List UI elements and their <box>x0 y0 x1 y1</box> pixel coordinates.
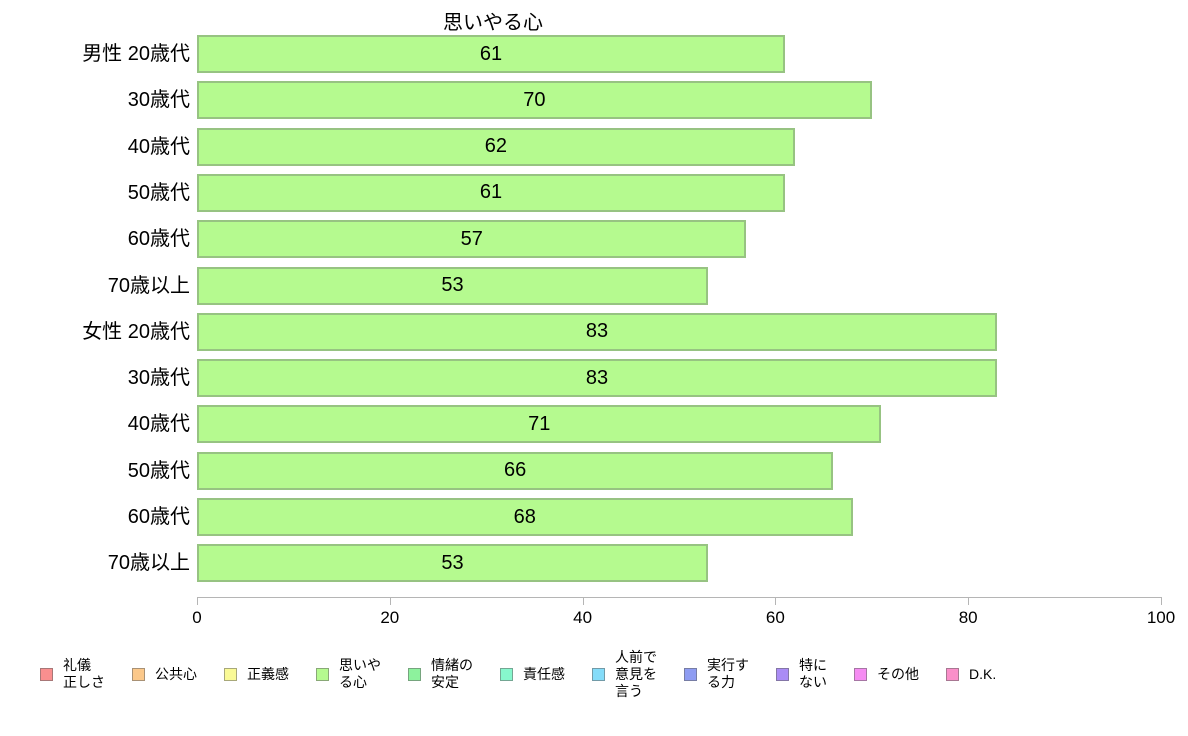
bar-value-label: 83 <box>585 320 609 343</box>
bar: 53 <box>197 544 708 583</box>
legend-item: 特に ない <box>776 657 827 691</box>
legend-label: 正義感 <box>247 665 289 682</box>
bar-value-label: 61 <box>479 42 503 65</box>
legend-swatch-icon <box>500 667 513 681</box>
legend-swatch-icon <box>776 667 789 681</box>
y-axis-label: 男性 20歳代 <box>82 43 190 65</box>
x-axis-tick-label: 60 <box>765 608 785 627</box>
x-axis-tick <box>775 597 777 605</box>
bar: 61 <box>197 35 786 73</box>
chart-title: 思いやる心 <box>443 12 543 34</box>
legend-label: 公共心 <box>155 665 197 682</box>
legend-item: 実行す る力 <box>684 657 749 691</box>
legend-label: 特に ない <box>799 657 827 690</box>
legend-label: 礼儀 正しさ <box>63 657 105 690</box>
y-axis-label: 女性 20歳代 <box>82 320 190 343</box>
bar-value-label: 71 <box>528 412 551 435</box>
legend-item: 情緒の 安定 <box>408 657 473 691</box>
bar: 70 <box>197 81 872 120</box>
x-axis-tick <box>389 597 391 605</box>
x-axis-tick <box>968 597 970 605</box>
legend-label: 思いや る心 <box>339 657 381 690</box>
x-axis-tick-label: 100 <box>1146 608 1176 627</box>
x-axis-tick <box>582 597 584 605</box>
legend-label: その他 <box>877 665 919 682</box>
legend-label: 責任感 <box>523 665 565 682</box>
y-axis-label: 50歳代 <box>127 459 190 482</box>
legend-swatch-icon <box>854 667 867 681</box>
legend-swatch-icon <box>592 667 605 681</box>
x-axis-tick <box>197 597 198 605</box>
y-axis-label: 40歳代 <box>127 413 190 436</box>
legend-swatch-icon <box>224 667 237 681</box>
x-axis-tick-label: 40 <box>573 608 593 627</box>
bar: 68 <box>197 498 853 536</box>
legend-swatch-icon <box>316 667 329 681</box>
y-axis-label: 60歳代 <box>127 228 190 251</box>
bar-value-label: 66 <box>503 459 527 482</box>
x-axis-tick-label: 20 <box>380 608 400 627</box>
legend-item: 人前で 意見を 言う <box>592 649 657 700</box>
legend-item: 正義感 <box>224 666 289 683</box>
bar-value-label: 70 <box>523 88 546 111</box>
bar: 53 <box>197 266 708 305</box>
legend-swatch-icon <box>40 667 53 681</box>
bar-value-label: 53 <box>441 274 464 296</box>
legend-label: 人前で 意見を 言う <box>615 648 657 699</box>
bar-value-label: 83 <box>585 366 609 389</box>
y-axis-label: 30歳代 <box>127 89 190 112</box>
legend-swatch-icon <box>132 667 145 681</box>
bar: 83 <box>197 359 998 398</box>
bar-value-label: 53 <box>441 551 464 574</box>
legend-swatch-icon <box>408 667 421 681</box>
legend-label: 実行す る力 <box>707 657 749 690</box>
y-axis-label: 70歳以上 <box>107 274 190 297</box>
x-axis-tick-label: 80 <box>958 608 978 627</box>
x-axis-tick-label: 0 <box>192 608 202 627</box>
bar: 71 <box>197 405 882 444</box>
bar: 61 <box>197 173 786 212</box>
legend-item: その他 <box>854 666 919 683</box>
bar: 57 <box>197 220 747 259</box>
legend-swatch-icon <box>946 667 959 681</box>
x-axis-line <box>197 597 1162 598</box>
legend-item: 公共心 <box>132 666 197 683</box>
legend-item: D.K. <box>946 666 996 683</box>
x-axis-tick <box>1161 597 1162 605</box>
legend-item: 思いや る心 <box>316 657 381 691</box>
bar-value-label: 62 <box>484 135 507 158</box>
y-axis-label: 60歳代 <box>127 506 190 528</box>
legend-item: 礼儀 正しさ <box>40 657 105 691</box>
y-axis-label: 70歳以上 <box>107 552 190 575</box>
legend: 礼儀 正しさ 公共心 正義感 思いや る心 情緒の 安定 責任感 人前で 意見を 言う 実行す… <box>40 634 1160 714</box>
legend-label: 情緒の 安定 <box>431 657 473 690</box>
legend-item: 責任感 <box>500 666 565 683</box>
bar-value-label: 61 <box>479 181 503 204</box>
y-axis-label: 40歳代 <box>127 135 190 158</box>
bar: 83 <box>197 312 998 351</box>
bar: 66 <box>197 451 834 490</box>
bar-value-label: 57 <box>460 227 483 250</box>
bar-value-label: 68 <box>513 505 536 528</box>
y-axis-label: 50歳代 <box>127 181 190 204</box>
legend-label: D.K. <box>969 665 997 682</box>
y-axis-label: 30歳代 <box>127 367 190 390</box>
bar: 62 <box>197 127 795 166</box>
legend-swatch-icon <box>684 667 697 681</box>
